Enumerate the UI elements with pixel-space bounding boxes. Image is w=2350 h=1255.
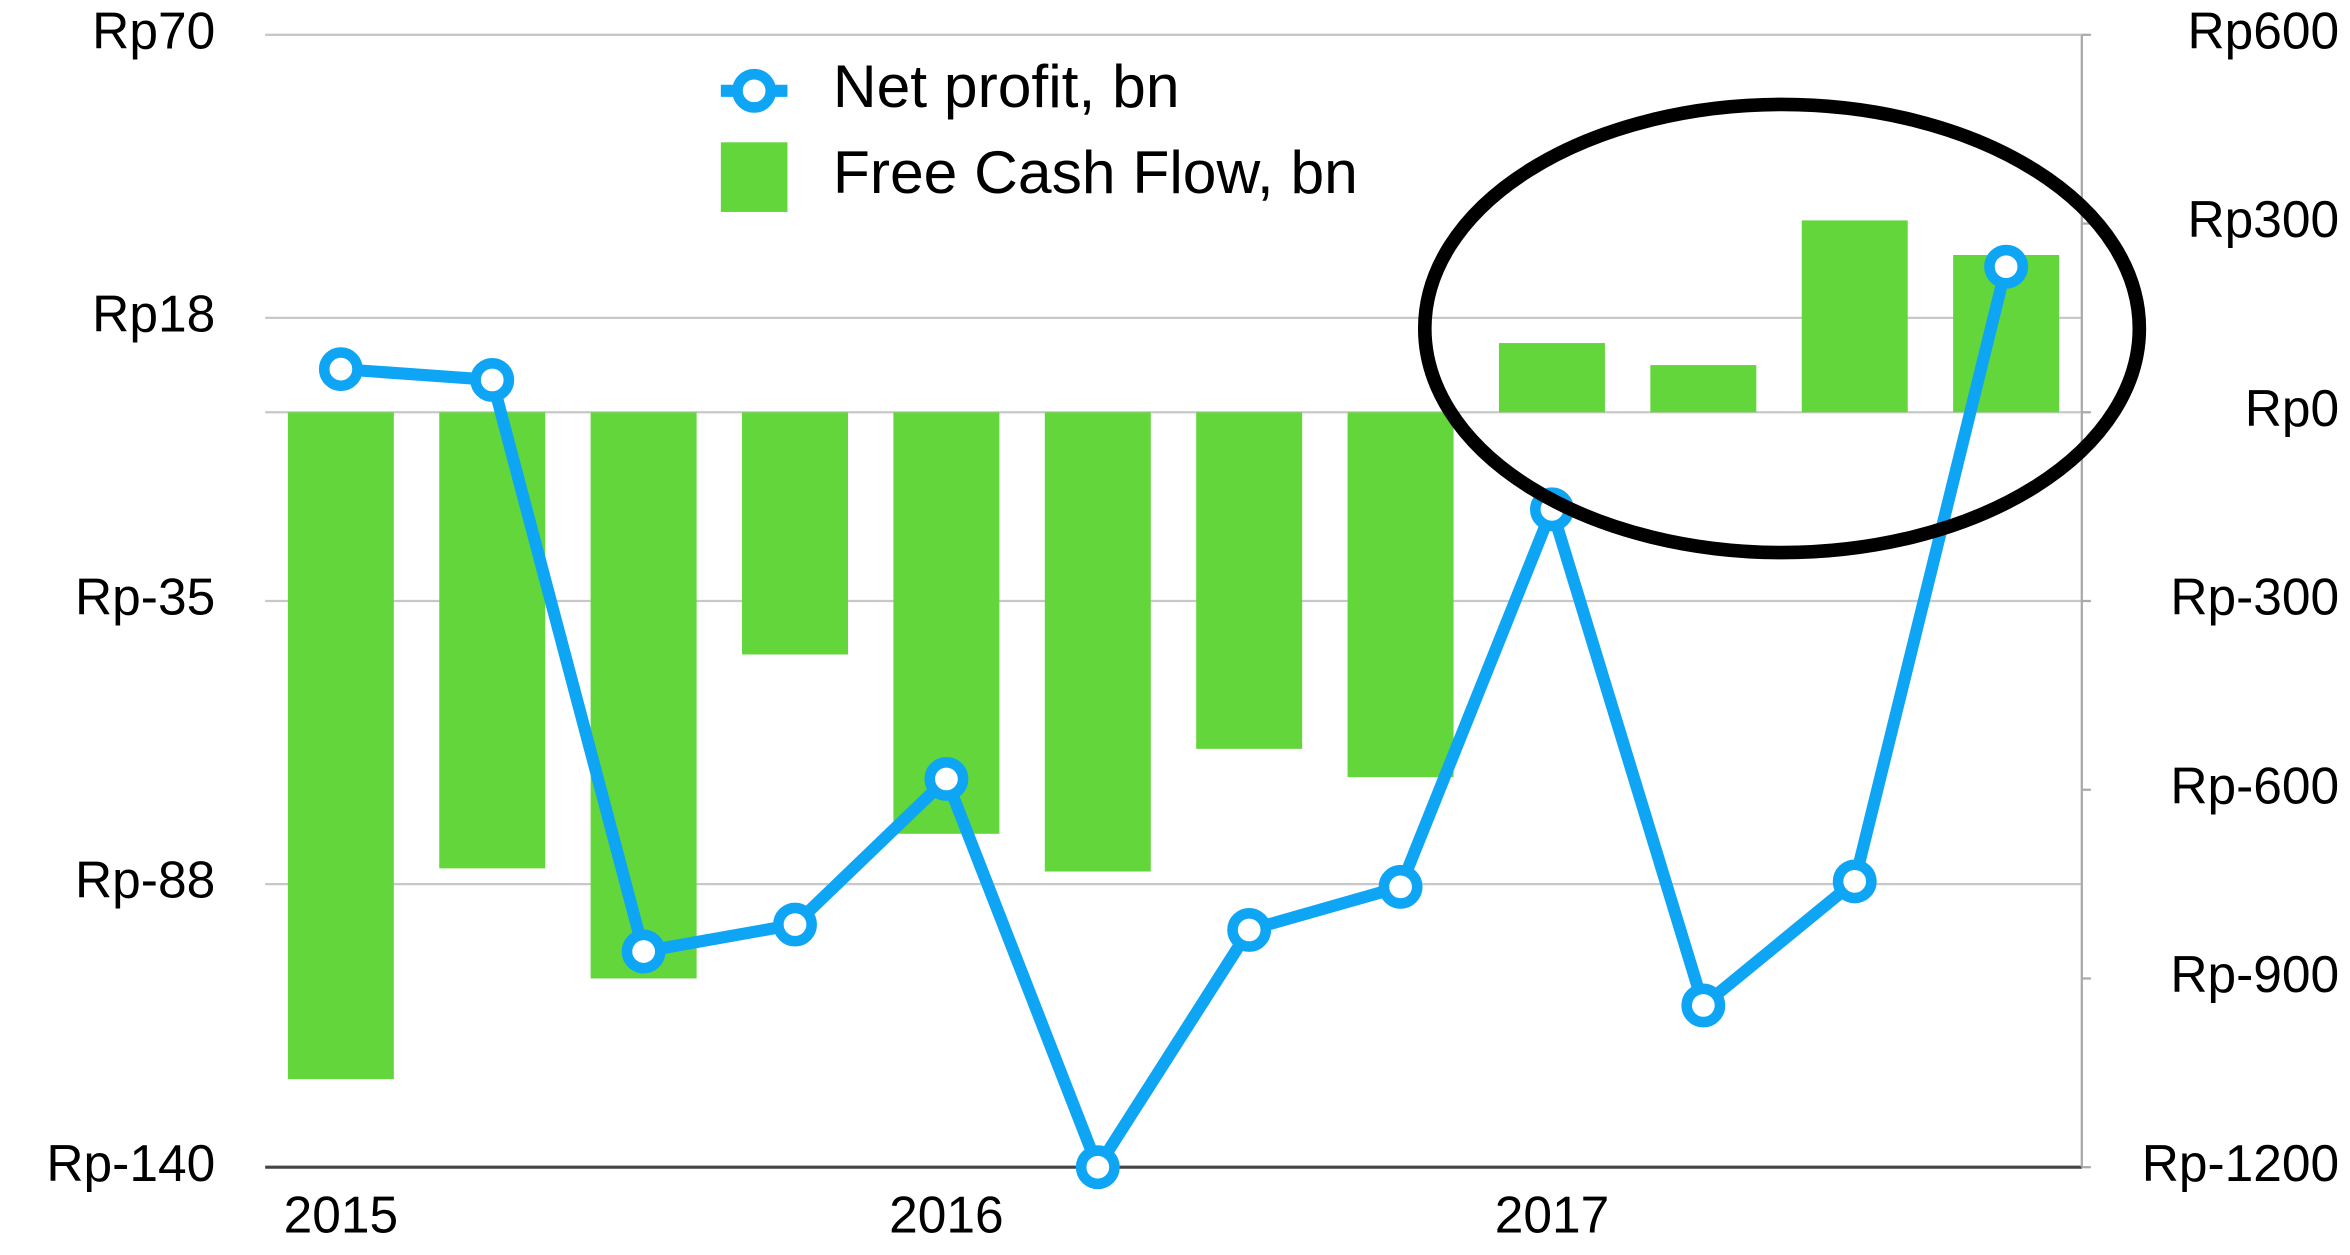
line-marker — [1832, 859, 1877, 904]
bar — [1347, 412, 1454, 778]
highlight-ellipse — [1417, 97, 2147, 560]
bar — [1044, 412, 1151, 872]
line-marker — [1075, 1145, 1120, 1190]
labels: Rp70 Rp18 Rp-35 Rp-88 Rp-140 Rp600 Rp300 Rp0 Rp-… — [46, 1, 2339, 1243]
bar — [742, 412, 849, 655]
y2-tick-label: Rp300 — [2187, 190, 2339, 248]
bar — [287, 412, 394, 1080]
y2-tick-label: Rp-1200 — [2142, 1134, 2339, 1192]
x-tick-label: 2015 — [284, 1185, 399, 1243]
legend-label: Free Cash Flow, bn — [833, 138, 1358, 206]
y2-tick-label: Rp-600 — [2170, 756, 2339, 814]
line-marker — [1378, 864, 1423, 909]
line-marker — [1681, 983, 1726, 1028]
y2-tick-label: Rp600 — [2187, 1, 2339, 59]
bar — [1650, 365, 1757, 413]
y-tick-label: Rp-35 — [75, 568, 215, 626]
legend-label: Net profit, bn — [833, 52, 1180, 120]
y-tick-label: Rp-140 — [46, 1134, 215, 1192]
legend-swatch — [720, 142, 788, 212]
line-marker — [1984, 244, 2029, 289]
x-tick-label: 2016 — [889, 1185, 1004, 1243]
bar — [1498, 343, 1605, 413]
y-tick-label: Rp70 — [92, 1, 215, 59]
legend-marker — [732, 68, 777, 113]
legend: Net profit, bn Free Cash Flow, bn — [720, 52, 1358, 212]
line-marker — [470, 357, 515, 402]
x-tick-label: 2017 — [1495, 1185, 1610, 1243]
bar — [439, 412, 546, 869]
bar — [1196, 412, 1303, 749]
y2-tick-label: Rp-300 — [2170, 568, 2339, 626]
line-marker — [773, 902, 817, 947]
line — [340, 265, 2012, 1174]
bar — [1801, 220, 1908, 413]
line-marker — [924, 757, 969, 801]
line-marker — [1227, 907, 1272, 952]
line-marker — [318, 347, 363, 392]
grid — [265, 33, 2091, 1169]
y2-tick-label: Rp-900 — [2170, 945, 2339, 1003]
line-layer — [318, 244, 2029, 1190]
line-marker — [621, 929, 666, 974]
y2-tick-label: Rp0 — [2245, 379, 2339, 437]
bars — [287, 220, 2060, 1080]
y-tick-label: Rp18 — [92, 285, 215, 343]
bar — [590, 412, 697, 979]
y-tick-label: Rp-88 — [75, 851, 215, 909]
